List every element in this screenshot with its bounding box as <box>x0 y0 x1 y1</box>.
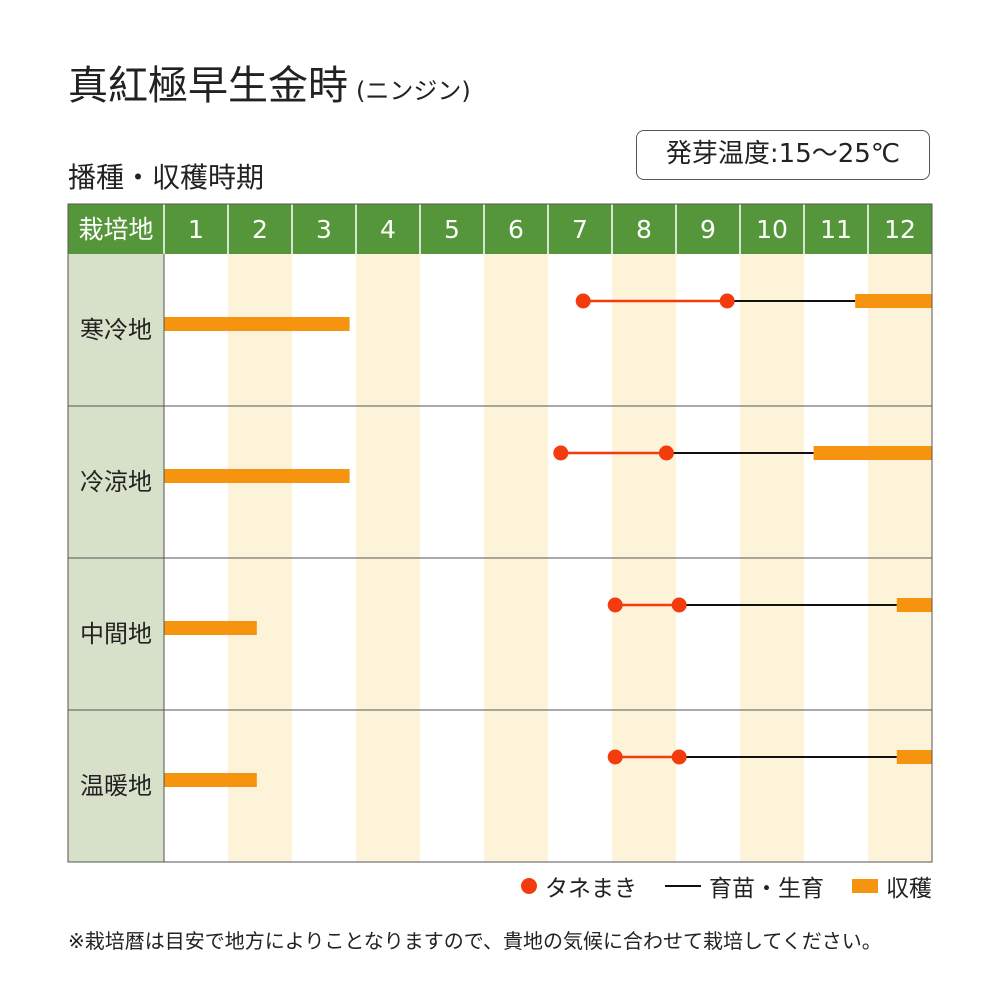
harvest-bar-icon <box>852 879 878 893</box>
month-label: 11 <box>820 215 852 244</box>
sowing-dot-icon <box>521 878 537 894</box>
month-label: 10 <box>756 215 788 244</box>
region-label: 冷涼地 <box>80 468 152 496</box>
legend-sowing: タネまき <box>521 869 637 903</box>
sowing-start-dot <box>575 293 591 309</box>
header-region-label: 栽培地 <box>78 215 153 244</box>
month-label: 4 <box>380 215 396 244</box>
month-label: 5 <box>444 215 460 244</box>
crop-type: (ニンジン) <box>356 77 471 105</box>
sowing-start-dot <box>607 597 623 613</box>
month-label: 12 <box>884 215 916 244</box>
legend-growing-label: 育苗・生育 <box>709 876 824 902</box>
legend-growing: 育苗・生育 <box>665 869 824 903</box>
sowing-end-dot <box>671 749 687 765</box>
harvest-bar <box>164 469 350 483</box>
footnote: ※栽培暦は目安で地方によりことなりますので、貴地の気候に合わせて栽培してください… <box>68 929 882 953</box>
month-label: 6 <box>508 215 524 244</box>
harvest-bar <box>164 773 257 787</box>
month-label: 9 <box>700 215 716 244</box>
region-label: 中間地 <box>80 620 152 648</box>
schedule-subtitle: 播種・収穫時期 <box>68 161 265 194</box>
legend-harvest: 収穫 <box>852 869 932 903</box>
legend-sowing-label: タネまき <box>545 876 637 902</box>
germination-temperature-badge: 発芽温度:15～25℃ <box>636 130 930 180</box>
sowing-end-dot <box>658 445 674 461</box>
harvest-bar <box>164 317 350 331</box>
harvest-bar <box>896 598 932 612</box>
sowing-end-dot <box>671 597 687 613</box>
month-label: 7 <box>572 215 588 244</box>
growing-line-icon <box>665 885 701 887</box>
harvest-bar <box>164 621 257 635</box>
legend-harvest-label: 収穫 <box>886 876 932 902</box>
sowing-start-dot <box>607 749 623 765</box>
sowing-end-dot <box>719 293 735 309</box>
region-label: 寒冷地 <box>80 316 152 344</box>
month-label: 3 <box>316 215 332 244</box>
chart-border <box>67 203 933 863</box>
sowing-start-dot <box>553 445 569 461</box>
month-label: 8 <box>636 215 652 244</box>
header-row <box>68 204 932 254</box>
harvest-bar <box>896 750 932 764</box>
harvest-bar <box>813 446 932 460</box>
month-label: 2 <box>252 215 268 244</box>
month-label: 1 <box>188 215 204 244</box>
legend: タネまき 育苗・生育 収穫 <box>0 866 932 906</box>
page-title: 真紅極早生金時 (ニンジン) <box>68 58 471 119</box>
region-label: 温暖地 <box>80 772 152 800</box>
variety-name: 真紅極早生金時 <box>68 63 348 109</box>
harvest-bar <box>855 294 932 308</box>
